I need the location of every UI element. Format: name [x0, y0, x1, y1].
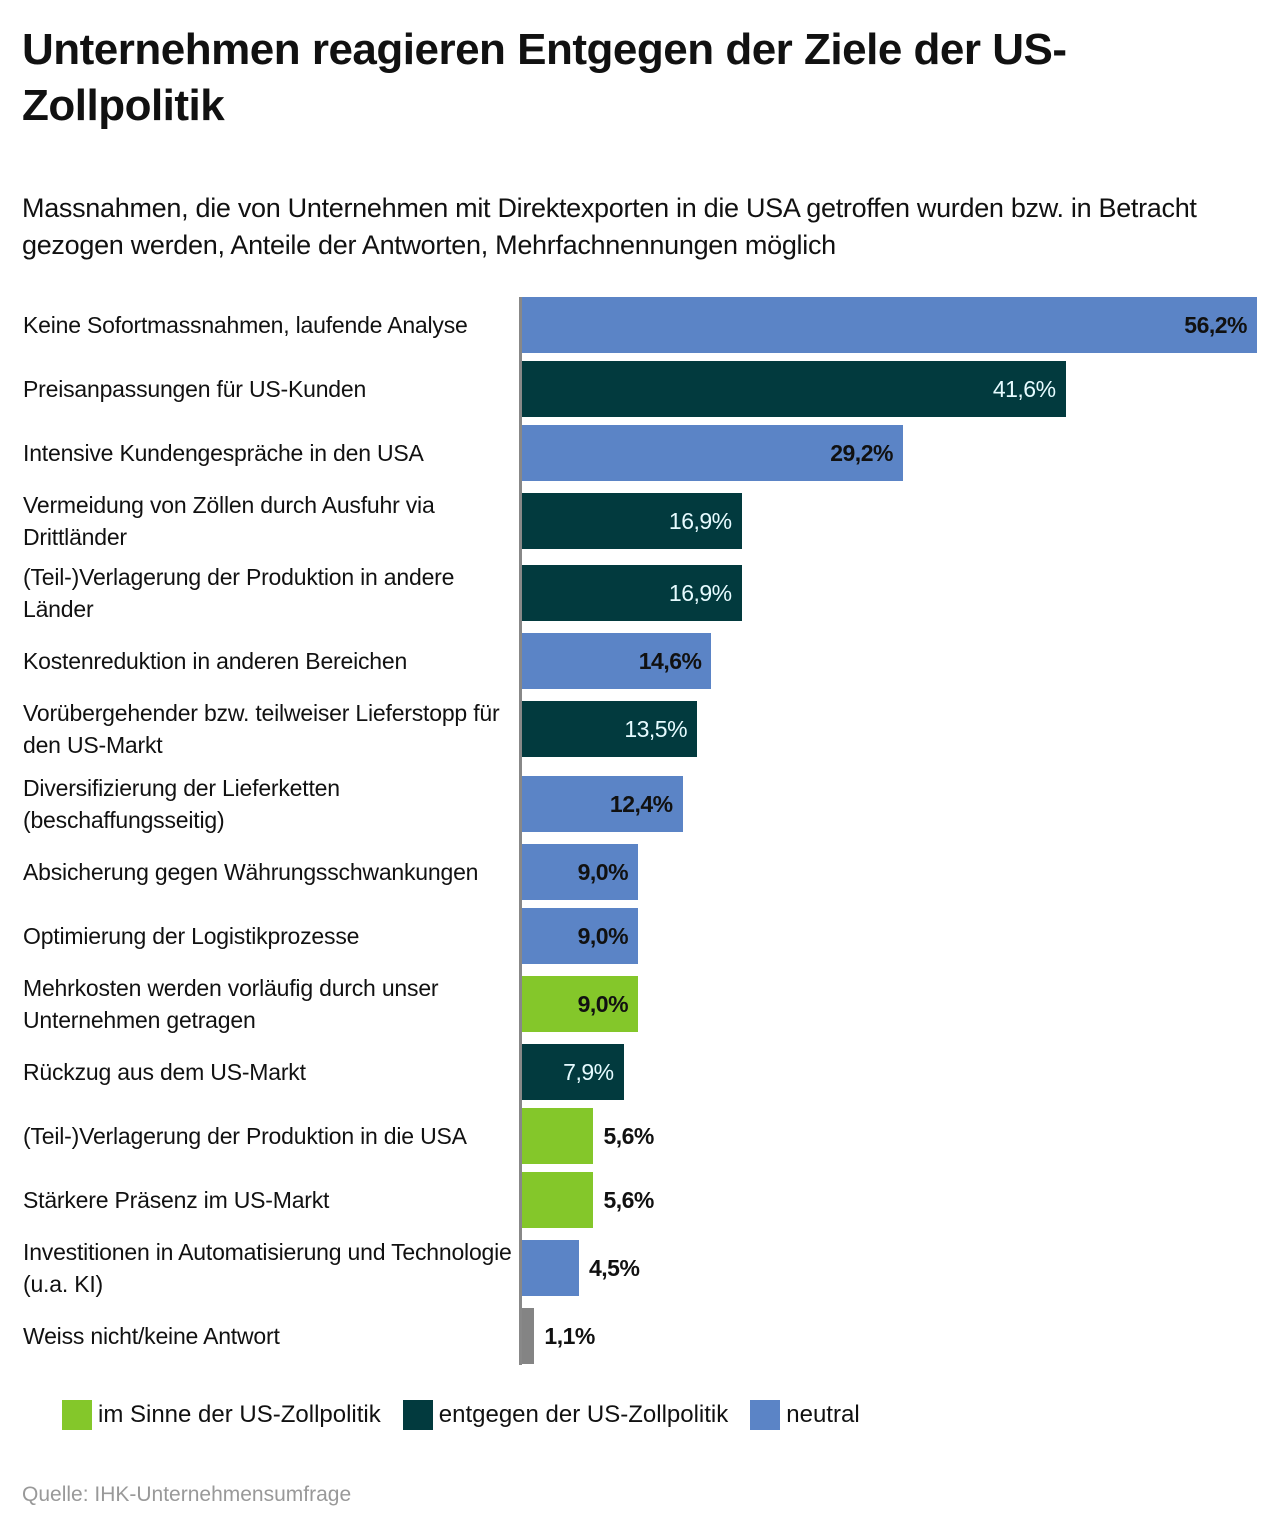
y-axis-line [519, 297, 522, 1365]
bar-im_sinne [520, 1108, 594, 1164]
category-label: Rückzug aus dem US-Markt [23, 1059, 306, 1085]
source-note: Quelle: IHK-Unternehmensumfrage [22, 1483, 352, 1506]
bar-entgegen [520, 701, 698, 757]
chart-title: Unternehmen reagieren Entgegen der Ziele… [22, 25, 1067, 130]
bar-entgegen [520, 565, 742, 621]
category-label: Investitionen in Automatisierung und Tec… [23, 1239, 512, 1297]
bar-neutral [520, 844, 639, 900]
legend-label: entgegen der US-Zollpolitik [438, 1401, 729, 1428]
category-label: Diversifizierung der Lieferketten (besch… [23, 775, 340, 833]
data-label: 56,2% [1184, 312, 1247, 338]
data-label: 13,5% [624, 716, 688, 742]
legend: im Sinne der US-Zollpolitik entgegen der … [62, 1400, 882, 1430]
category-label: Intensive Kundengespräche in den USA [23, 440, 424, 466]
legend-swatch [62, 1400, 92, 1430]
data-label: 5,6% [603, 1187, 654, 1213]
category-label: Stärkere Präsenz im US-Markt [23, 1187, 330, 1213]
data-label: 4,5% [589, 1255, 640, 1281]
legend-item-entgegen: entgegen der US-Zollpolitik [402, 1400, 729, 1430]
legend-item-im_sinne: im Sinne der US-Zollpolitik [62, 1400, 381, 1430]
data-label: 29,2% [830, 440, 893, 466]
category-label: Vorübergehender bzw. teilweiser Lieferst… [23, 700, 500, 758]
data-label: 41,6% [992, 376, 1056, 402]
bar-entgegen [520, 1044, 624, 1100]
category-label: Weiss nicht/keine Antwort [23, 1323, 280, 1349]
chart-subtitle: Massnahmen, die von Unternehmen mit Dire… [22, 193, 1197, 260]
bar-neutral [520, 1240, 579, 1296]
data-label: 14,6% [638, 648, 702, 674]
bar-neutral [520, 425, 903, 481]
bar-im_sinne [520, 1172, 594, 1228]
legend-item-neutral: neutral [750, 1400, 860, 1430]
data-label: 12,4% [609, 791, 673, 817]
category-label: Keine Sofortmassnahmen, laufende Analyse [23, 312, 468, 338]
legend-label: im Sinne der US-Zollpolitik [98, 1401, 381, 1428]
category-label: (Teil-)Verlagerung der Produktion in die… [23, 1123, 467, 1149]
category-label: Mehrkosten werden vorläufig durch unser … [23, 975, 439, 1033]
data-label: 9,0% [577, 923, 629, 949]
data-label: 5,6% [603, 1123, 654, 1149]
data-label: 9,0% [577, 859, 629, 885]
category-label: Vermeidung von Zöllen durch Ausfuhr via … [23, 492, 435, 550]
data-label: 1,1% [544, 1323, 595, 1349]
bar-entgegen [520, 493, 742, 549]
bar-entgegen [520, 361, 1066, 417]
data-label: 7,9% [563, 1059, 614, 1085]
data-label: 16,9% [668, 580, 732, 606]
category-label: Optimierung der Logistikprozesse [23, 923, 360, 949]
legend-swatch [750, 1400, 781, 1430]
bar-neutral [520, 908, 639, 964]
bar-neutral [520, 776, 683, 832]
category-label: Preisanpassungen für US-Kunden [23, 376, 367, 402]
bar-neutral [520, 297, 1257, 353]
bar-neutral [520, 633, 712, 689]
category-label: (Teil-)Verlagerung der Produktion in and… [23, 564, 455, 622]
category-label: Absicherung gegen Währungsschwankungen [23, 859, 479, 885]
legend-swatch [402, 1400, 433, 1430]
bar-unknown [520, 1308, 535, 1364]
data-label: 16,9% [668, 508, 732, 534]
data-label: 9,0% [577, 991, 629, 1017]
legend-label: neutral [786, 1401, 860, 1428]
bar-im_sinne [520, 976, 639, 1032]
category-label: Kostenreduktion in anderen Bereichen [23, 648, 408, 674]
